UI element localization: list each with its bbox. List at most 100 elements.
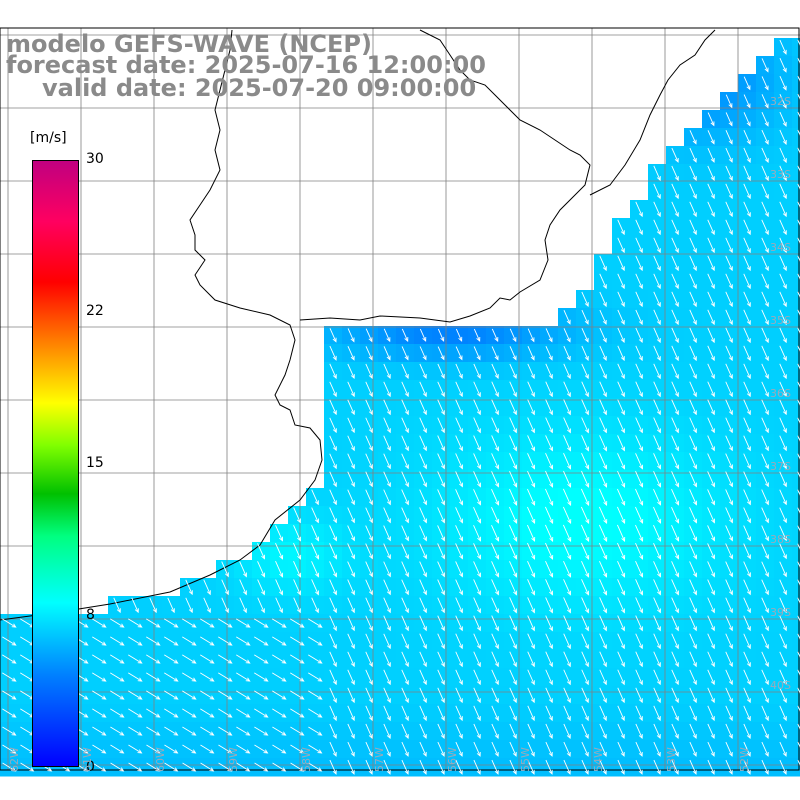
- wind-arrow: [509, 435, 517, 452]
- wind-arrow: [218, 618, 233, 628]
- wind-arrow: [383, 417, 391, 434]
- wind-arrow: [419, 543, 427, 560]
- wind-arrow: [383, 741, 391, 757]
- wind-arrow: [365, 346, 373, 361]
- wind-arrow: [92, 726, 107, 736]
- wind-arrow: [779, 111, 787, 127]
- wind-arrow: [797, 237, 800, 244]
- wind-arrow: [236, 672, 251, 682]
- wind-arrow: [383, 471, 391, 488]
- wind-arrow: [581, 705, 589, 722]
- wind-arrow: [779, 147, 787, 164]
- wind-arrow: [635, 705, 643, 722]
- wind-arrow: [527, 363, 535, 380]
- wind-arrow: [218, 762, 233, 772]
- wind-arrow: [218, 708, 233, 718]
- wind-arrow: [779, 615, 787, 632]
- wind-arrow: [671, 183, 679, 200]
- wind-arrow: [311, 507, 319, 524]
- wind-arrow: [635, 291, 643, 308]
- wind-arrow: [797, 75, 800, 82]
- wind-arrow: [725, 741, 733, 757]
- wind-arrow: [725, 651, 733, 668]
- wind-arrow: [725, 94, 733, 109]
- wind-arrow: [218, 654, 233, 664]
- wind-arrow: [689, 183, 697, 200]
- wind-arrow: [635, 237, 643, 254]
- ocean-cell: [792, 740, 800, 759]
- wind-arrow: [707, 327, 715, 344]
- ocean-cell: [792, 218, 800, 237]
- wind-arrow: [707, 381, 715, 398]
- wind-arrow: [635, 524, 644, 542]
- wind-arrow: [311, 525, 319, 542]
- wind-arrow: [437, 579, 445, 596]
- wind-arrow: [347, 435, 355, 452]
- wind-arrow: [509, 723, 517, 740]
- wind-arrow: [509, 542, 518, 560]
- wind-arrow: [671, 327, 679, 344]
- wind-arrow: [797, 57, 800, 64]
- wind-arrow: [200, 762, 215, 772]
- wind-arrow: [401, 399, 409, 416]
- wind-arrow: [635, 759, 643, 775]
- ocean-cell: [792, 74, 800, 93]
- wind-arrow: [779, 363, 787, 380]
- wind-arrow: [581, 759, 589, 775]
- wind-arrow: [671, 417, 679, 434]
- wind-arrow: [254, 762, 269, 772]
- wind-arrow: [581, 309, 589, 325]
- wind-arrow: [779, 525, 787, 542]
- wind-arrow: [218, 726, 233, 736]
- wind-arrow: [725, 201, 733, 218]
- wind-arrow: [598, 506, 608, 525]
- wind-arrow: [581, 723, 589, 740]
- wind-arrow: [290, 708, 305, 718]
- colorbar-tick-0: 0: [86, 759, 95, 775]
- wind-arrow: [653, 579, 661, 596]
- wind-arrow: [455, 759, 463, 775]
- wind-arrow: [689, 327, 697, 344]
- wind-arrow: [365, 579, 373, 596]
- wind-arrow: [182, 762, 197, 772]
- wind-arrow: [545, 579, 554, 596]
- wind-arrow: [599, 560, 608, 578]
- wind-arrow: [491, 705, 499, 722]
- wind-arrow: [653, 435, 661, 452]
- wind-arrow: [146, 618, 161, 628]
- wind-arrow: [671, 291, 679, 308]
- wind-arrow: [329, 345, 337, 361]
- wind-arrow: [635, 327, 643, 344]
- wind-arrow: [689, 471, 697, 488]
- wind-arrow: [743, 129, 751, 145]
- wind-arrow: [545, 345, 553, 361]
- wind-arrow: [797, 597, 800, 604]
- wind-arrow: [527, 470, 536, 488]
- wind-arrow: [689, 399, 697, 416]
- wind-arrow: [563, 579, 572, 596]
- wind-arrow: [545, 633, 553, 650]
- wind-arrow: [527, 524, 536, 542]
- wind-arrow: [473, 435, 481, 452]
- wind-arrow: [365, 543, 373, 560]
- wind-arrow: [419, 328, 427, 342]
- wind-arrow: [599, 651, 607, 668]
- wind-arrow: [635, 219, 643, 236]
- wind-arrow: [563, 705, 571, 722]
- wind-arrow: [527, 669, 535, 686]
- wind-arrow: [437, 561, 445, 578]
- wind-arrow: [308, 762, 323, 772]
- wind-arrow: [599, 435, 607, 452]
- wind-arrow: [689, 543, 697, 560]
- wind-arrow: [653, 345, 661, 362]
- wind-arrow: [290, 654, 305, 664]
- wind-arrow: [563, 687, 571, 704]
- wind-arrow: [383, 597, 391, 614]
- wind-arrow: [779, 39, 787, 55]
- wind-arrow: [455, 579, 463, 596]
- wind-arrow: [563, 435, 571, 452]
- wind-arrow: [455, 453, 463, 470]
- lon-label: 57W: [373, 747, 386, 772]
- wind-arrow: [797, 291, 800, 298]
- wind-arrow: [797, 273, 800, 280]
